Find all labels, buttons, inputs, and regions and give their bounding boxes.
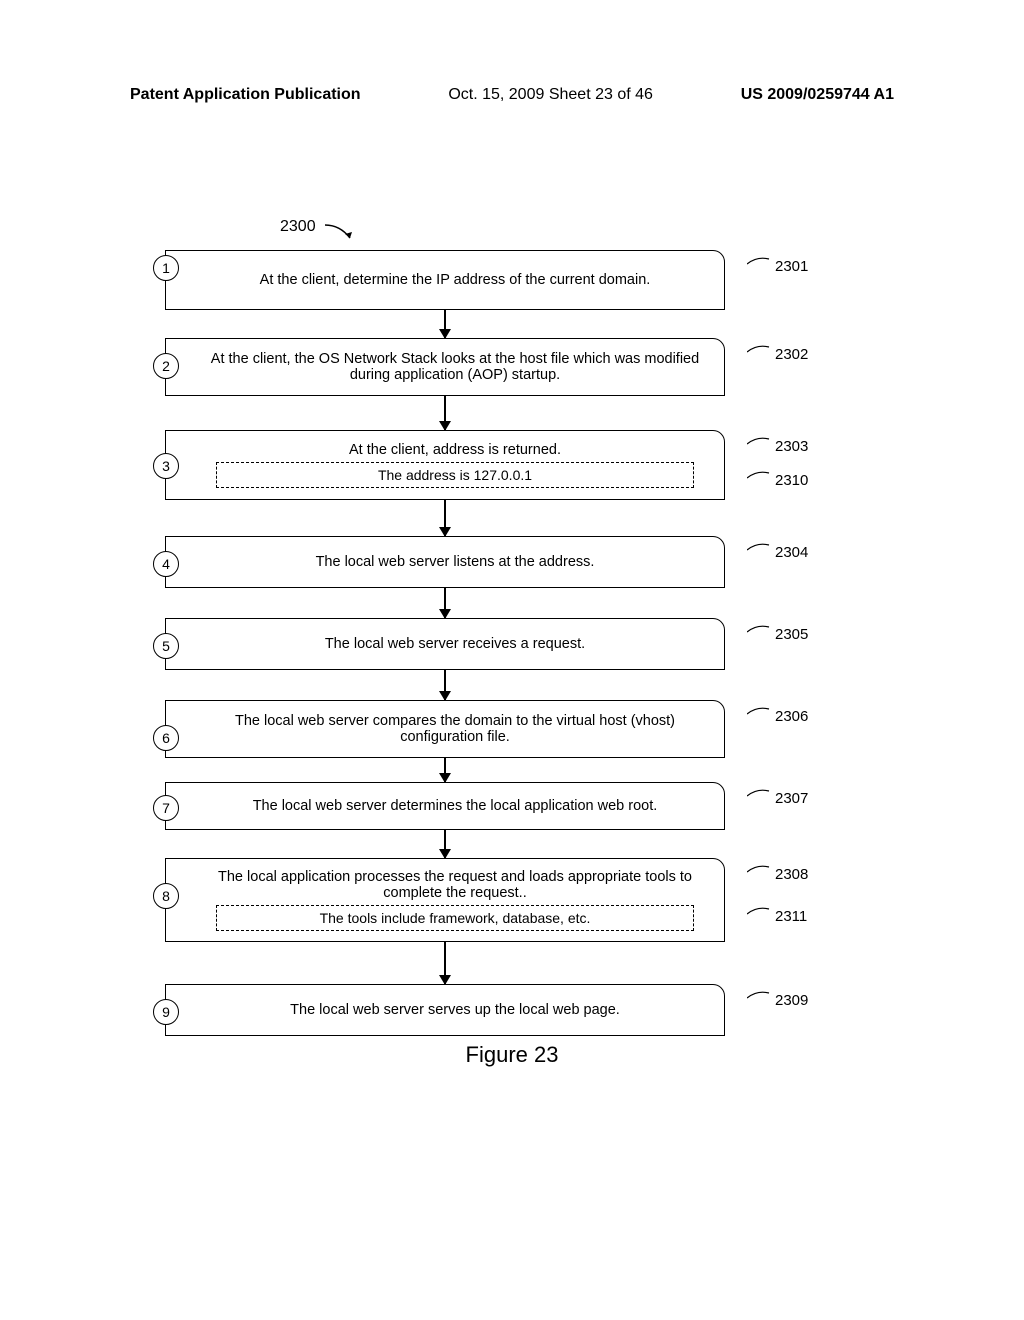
header-publication: Patent Application Publication xyxy=(130,86,361,104)
flow-step-box: 4The local web server listens at the add… xyxy=(165,536,725,588)
step-number-circle: 7 xyxy=(153,795,179,821)
step-text: At the client, address is returned. xyxy=(206,442,704,458)
flow-connector-arrow-icon xyxy=(444,830,446,858)
step-text: At the client, determine the IP address … xyxy=(206,272,704,288)
flow-step: 1At the client, determine the IP address… xyxy=(165,250,725,310)
header-date-sheet: Oct. 15, 2009 Sheet 23 of 46 xyxy=(448,86,653,104)
flow-step-box: 3At the client, address is returned.The … xyxy=(165,430,725,500)
flow-step: 3At the client, address is returned.The … xyxy=(165,430,725,500)
flow-step: 4The local web server listens at the add… xyxy=(165,536,725,588)
flowchart: 1At the client, determine the IP address… xyxy=(165,250,725,1036)
flow-step-box: 1At the client, determine the IP address… xyxy=(165,250,725,310)
reference-leader-icon xyxy=(747,624,775,640)
figure-number-label: 2300 xyxy=(280,218,316,236)
flow-step-box: 6The local web server compares the domai… xyxy=(165,700,725,758)
reference-numeral: 2309 xyxy=(775,992,808,1009)
reference-numeral: 2301 xyxy=(775,258,808,275)
flow-step-box: 8The local application processes the req… xyxy=(165,858,725,942)
step-number-circle: 8 xyxy=(153,883,179,909)
reference-numeral: 2302 xyxy=(775,346,808,363)
flow-connector-arrow-icon xyxy=(444,670,446,700)
step-number-circle: 1 xyxy=(153,255,179,281)
reference-leader-icon xyxy=(747,542,775,558)
flow-step: 6The local web server compares the domai… xyxy=(165,700,725,758)
flow-step-box: 7The local web server determines the loc… xyxy=(165,782,725,830)
flow-connector-arrow-icon xyxy=(444,758,446,782)
step-number-circle: 9 xyxy=(153,999,179,1025)
reference-leader-icon xyxy=(747,436,775,452)
figure-label-arrow-icon xyxy=(320,220,360,246)
reference-leader-icon xyxy=(747,706,775,722)
reference-numeral: 2311 xyxy=(775,908,807,925)
step-text: The local web server compares the domain… xyxy=(206,713,704,745)
reference-leader-icon xyxy=(747,864,775,880)
step-subtext: The tools include framework, database, e… xyxy=(216,905,694,931)
step-text: The local web server receives a request. xyxy=(206,636,704,652)
step-subtext: The address is 127.0.0.1 xyxy=(216,462,694,488)
page-header: Patent Application Publication Oct. 15, … xyxy=(0,86,1024,104)
reference-numeral: 2305 xyxy=(775,626,808,643)
step-number-circle: 6 xyxy=(153,725,179,751)
flow-connector-arrow-icon xyxy=(444,942,446,984)
reference-leader-icon xyxy=(747,990,775,1006)
step-text: At the client, the OS Network Stack look… xyxy=(206,351,704,383)
step-number-circle: 2 xyxy=(153,353,179,379)
flow-connector-arrow-icon xyxy=(444,500,446,536)
reference-numeral: 2303 xyxy=(775,438,808,455)
step-text: The local web server determines the loca… xyxy=(206,798,704,814)
flow-step: 5The local web server receives a request… xyxy=(165,618,725,670)
flow-step: 9The local web server serves up the loca… xyxy=(165,984,725,1036)
step-number-circle: 5 xyxy=(153,633,179,659)
flow-step: 8The local application processes the req… xyxy=(165,858,725,942)
reference-leader-icon xyxy=(747,788,775,804)
flow-step-box: 5The local web server receives a request… xyxy=(165,618,725,670)
reference-leader-icon xyxy=(747,256,775,272)
reference-numeral: 2307 xyxy=(775,790,808,807)
flow-step-box: 9The local web server serves up the loca… xyxy=(165,984,725,1036)
step-text: The local web server listens at the addr… xyxy=(206,554,704,570)
reference-leader-icon xyxy=(747,344,775,360)
reference-numeral: 2308 xyxy=(775,866,808,883)
figure-caption: Figure 23 xyxy=(0,1042,1024,1068)
reference-leader-icon xyxy=(747,470,775,486)
reference-numeral: 2310 xyxy=(775,472,808,489)
reference-numeral: 2304 xyxy=(775,544,808,561)
step-text: The local web server serves up the local… xyxy=(206,1002,704,1018)
reference-numeral: 2306 xyxy=(775,708,808,725)
flow-connector-arrow-icon xyxy=(444,396,446,430)
flow-step: 2At the client, the OS Network Stack loo… xyxy=(165,338,725,396)
flow-connector-arrow-icon xyxy=(444,588,446,618)
step-number-circle: 3 xyxy=(153,453,179,479)
flow-step-box: 2At the client, the OS Network Stack loo… xyxy=(165,338,725,396)
flow-step: 7The local web server determines the loc… xyxy=(165,782,725,830)
flow-connector-arrow-icon xyxy=(444,310,446,338)
step-number-circle: 4 xyxy=(153,551,179,577)
step-text: The local application processes the requ… xyxy=(206,869,704,901)
reference-leader-icon xyxy=(747,906,775,922)
header-pub-number: US 2009/0259744 A1 xyxy=(741,86,894,104)
